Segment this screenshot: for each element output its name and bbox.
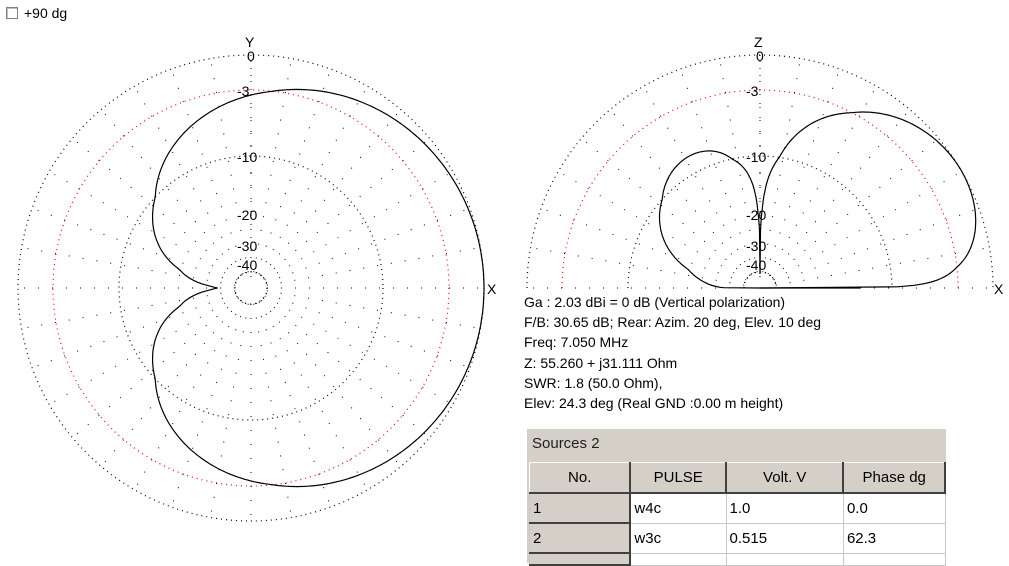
phase-cell[interactable]: 62.3 xyxy=(842,522,946,554)
plus-90-deg-option[interactable]: +90 dg xyxy=(6,5,67,21)
voltage-cell[interactable]: 0.515 xyxy=(725,522,844,554)
front-back-line: F/B: 30.65 dB; Rear: Azim. 20 deg, Elev.… xyxy=(524,314,822,331)
azimuth-axis-y-label: Y xyxy=(245,34,255,50)
azimuth-ring-label: -10 xyxy=(237,149,257,165)
column-header-phase[interactable]: Phase dg xyxy=(842,462,946,494)
gain-line: Ga : 2.03 dBi = 0 dB (Vertical polarizat… xyxy=(524,294,786,310)
elevation-spoke xyxy=(609,109,751,277)
voltage-cell[interactable]: 1.0 xyxy=(725,492,844,524)
frequency-line: Freq: 7.050 MHz xyxy=(524,334,629,351)
elevation-spoke xyxy=(530,247,745,286)
elevation-spoke xyxy=(773,171,963,281)
azimuth-spoke xyxy=(134,85,244,275)
elevation-spoke xyxy=(769,109,911,277)
sources-panel: Sources 2 No. PULSE Volt. V Phase dg 1 w… xyxy=(527,429,946,566)
azimuth-ring-label: -40 xyxy=(237,257,257,273)
azimuth-axis-x-label: X xyxy=(487,281,497,297)
phase-cell[interactable]: 0.0 xyxy=(842,492,946,524)
azimuth-ring-label: -30 xyxy=(237,238,257,254)
azimuth-spoke xyxy=(265,207,471,283)
row-number[interactable] xyxy=(529,552,632,566)
azimuth-spoke xyxy=(266,290,481,329)
azimuth-spoke xyxy=(258,85,368,275)
azimuth-spoke xyxy=(31,207,237,283)
azimuth-spoke xyxy=(265,293,471,369)
plus-90-deg-label: +90 dg xyxy=(24,5,68,21)
elevation-spoke xyxy=(557,171,747,281)
pulse-cell[interactable]: w3c xyxy=(629,522,727,554)
azimuth-spoke xyxy=(48,295,238,405)
azimuth-spoke xyxy=(264,295,454,405)
sources-title: Sources 2 xyxy=(532,435,600,452)
elevation-spoke xyxy=(767,85,877,275)
azimuth-spoke xyxy=(72,297,240,439)
azimuth-ring-label: 0 xyxy=(247,48,255,64)
elevation-ring-label: -40 xyxy=(746,257,766,273)
azimuth-spoke xyxy=(253,58,292,273)
column-header-voltage[interactable]: Volt. V xyxy=(725,462,845,494)
column-header-no[interactable]: No. xyxy=(529,462,632,494)
azimuth-spoke xyxy=(48,171,238,281)
azimuth-spoke xyxy=(256,68,332,274)
elevation-spoke xyxy=(765,68,841,274)
elevation-pattern-curve xyxy=(658,111,977,289)
row-number[interactable]: 1 xyxy=(529,492,632,524)
swr-line: SWR: 1.8 (50.0 Ohm), xyxy=(524,374,663,391)
pattern-info: Ga : 2.03 dBi = 0 dB (Vertical polarizat… xyxy=(524,292,821,413)
azimuth-plot: 0 -3 -10 -20 -30 -40 xyxy=(17,48,485,522)
elevation-spoke xyxy=(643,85,753,275)
elevation-spoke xyxy=(774,207,980,283)
elevation-spoke xyxy=(762,58,801,273)
azimuth-spoke xyxy=(72,137,240,279)
azimuth-ring xyxy=(118,155,384,421)
elevation-axis-x-label: X xyxy=(994,281,1004,297)
elevation-ring-label: -10 xyxy=(746,149,766,165)
azimuth-spoke xyxy=(31,293,237,369)
elevation-plot: 0 -3 -10 -20 -30 -40 xyxy=(526,48,994,289)
azimuth-spoke xyxy=(100,299,242,467)
azimuth-spoke xyxy=(262,137,430,279)
azimuth-spoke xyxy=(260,109,402,277)
azimuth-ring-label: -20 xyxy=(237,207,257,223)
impedance-line: Z: 55.260 + j31.111 Ohm xyxy=(524,354,678,371)
azimuth-spoke xyxy=(253,303,292,518)
elevation-spoke xyxy=(771,137,939,279)
plus-90-deg-checkbox[interactable] xyxy=(6,7,18,19)
azimuth-ring-label: -3 xyxy=(237,83,250,99)
azimuth-pattern-curve xyxy=(152,88,485,488)
azimuth-spoke xyxy=(264,171,454,281)
elevation-ring-label: -20 xyxy=(746,207,766,223)
elevation-spoke xyxy=(540,207,746,283)
table-row: 2 w3c 0.515 62.3 xyxy=(529,522,946,554)
column-header-pulse[interactable]: PULSE xyxy=(629,462,728,494)
table-row xyxy=(529,552,946,566)
azimuth-spoke xyxy=(260,299,402,467)
elevation-spoke xyxy=(679,68,755,274)
elevation-ring xyxy=(743,271,777,289)
elevation-line: Elev: 24.3 deg (Real GND :0.00 m height) xyxy=(524,395,784,412)
azimuth-spoke xyxy=(256,302,332,508)
elevation-ring-label: -3 xyxy=(746,83,759,99)
elevation-ring-label: -30 xyxy=(746,238,766,254)
row-number[interactable]: 2 xyxy=(529,522,632,554)
azimuth-spoke xyxy=(210,303,249,518)
azimuth-spoke xyxy=(258,301,368,491)
elevation-axis-z-label: Z xyxy=(754,34,763,50)
table-row: 1 w4c 1.0 0.0 xyxy=(529,492,946,524)
azimuth-spoke xyxy=(134,301,244,491)
pulse-cell[interactable]: w4c xyxy=(629,492,727,524)
azimuth-spoke xyxy=(262,297,430,439)
elevation-spoke xyxy=(581,137,749,279)
elevation-ring-label: 0 xyxy=(756,48,764,64)
sources-table: No. PULSE Volt. V Phase dg 1 w4c 1.0 0.0… xyxy=(529,462,946,566)
azimuth-spoke xyxy=(100,109,242,277)
